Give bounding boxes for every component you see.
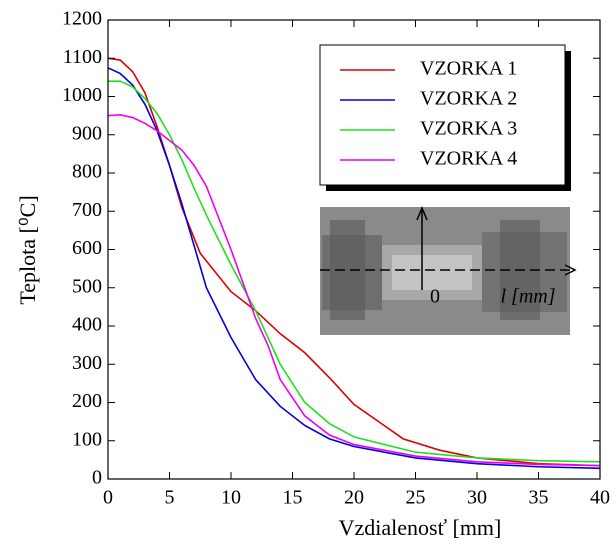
legend-label: VZORKA 4 bbox=[420, 148, 517, 170]
x-tick-label: 25 bbox=[406, 487, 426, 509]
y-tick-label: 800 bbox=[72, 161, 102, 183]
y-tick-label: 300 bbox=[72, 352, 102, 374]
legend-label: VZORKA 2 bbox=[420, 88, 517, 110]
legend bbox=[319, 44, 566, 186]
y-tick-label: 400 bbox=[72, 314, 102, 336]
legend-label: VZORKA 3 bbox=[420, 118, 517, 140]
x-axis-label: Vzdialenosť [mm] bbox=[339, 515, 502, 540]
y-tick-label: 600 bbox=[72, 237, 102, 259]
y-tick-label: 100 bbox=[72, 428, 102, 450]
legend-label: VZORKA 1 bbox=[420, 58, 517, 80]
annotation: 0 bbox=[430, 286, 440, 308]
y-tick-label: 500 bbox=[72, 275, 102, 297]
x-tick-label: 15 bbox=[283, 487, 303, 509]
y-tick-label: 1200 bbox=[62, 8, 102, 30]
line bbox=[108, 80, 601, 463]
y-tick-label: 1000 bbox=[62, 84, 102, 106]
x-tick-label: 5 bbox=[165, 487, 175, 509]
inset-photo bbox=[320, 206, 577, 335]
y-tick-label: 1100 bbox=[63, 46, 102, 68]
y-tick-label: 200 bbox=[72, 390, 102, 412]
line bbox=[107, 114, 601, 467]
x-tick-label: 40 bbox=[590, 487, 610, 509]
y-tick-label: 900 bbox=[72, 122, 102, 144]
y-tick-label: 700 bbox=[72, 199, 102, 221]
line bbox=[107, 67, 601, 470]
x-tick-label: 30 bbox=[467, 487, 487, 509]
x-tick-label: 35 bbox=[529, 487, 549, 509]
x-tick-label: 0 bbox=[103, 487, 113, 509]
x-tick-label: 10 bbox=[221, 487, 241, 509]
x-tick-label: 20 bbox=[344, 487, 364, 509]
y-axis-label: Teplota [⁰C] bbox=[15, 195, 40, 304]
annotation: l [mm] bbox=[500, 286, 555, 308]
y-tick-label: 0 bbox=[92, 467, 102, 489]
line bbox=[107, 57, 601, 467]
